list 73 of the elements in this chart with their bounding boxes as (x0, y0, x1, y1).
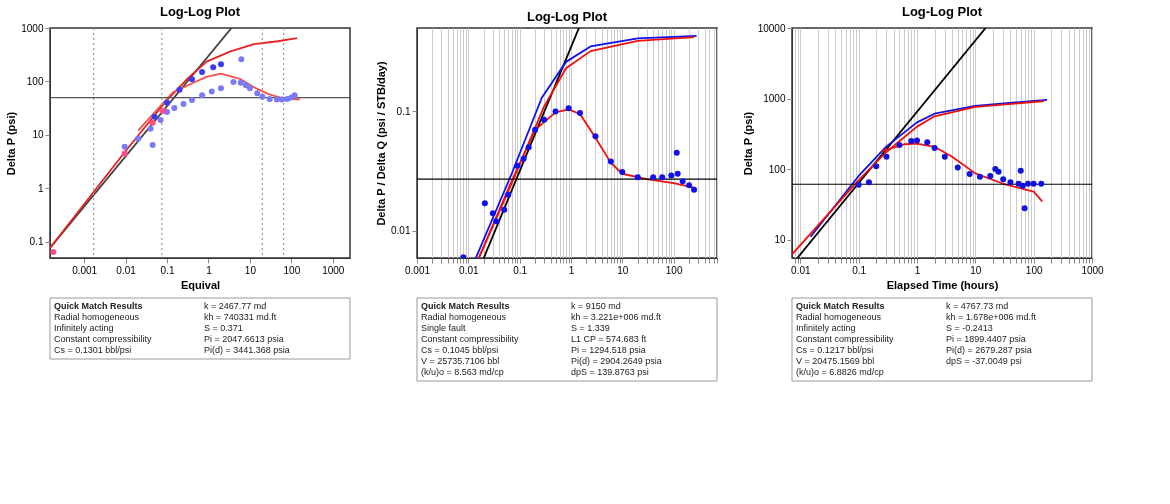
text: V = 25735.7106 bbl (421, 356, 500, 366)
text: Quick Match Results (54, 301, 143, 311)
text: (k/u)o = 6.8826 md/cp (796, 367, 884, 377)
text: k = 2467.77 md (204, 301, 267, 311)
x-tick-label: 100 (665, 264, 683, 276)
x-tick-label: 1 (914, 264, 921, 276)
text: L1 CP = 574.683 ft (571, 334, 647, 344)
text: Single fault (421, 323, 467, 333)
text: k = 9150 md (571, 301, 621, 311)
text: kh = 3.221e+006 md.ft (571, 312, 662, 322)
text: Infinitely acting (796, 323, 856, 333)
chart-title: Log-Log Plot (901, 4, 983, 19)
text: V = 20475.1569 bbl (796, 356, 875, 366)
x-tick-label: 0.1 (160, 264, 175, 276)
text: Pi = 1899.4407 psia (946, 334, 1026, 344)
x-tick-label: 1 (568, 264, 575, 276)
x-tick-label: 10 (617, 264, 629, 276)
text: Pi = 1294.518 psia (571, 345, 646, 355)
text: Pi = 2047.6613 psia (204, 334, 284, 344)
text: Radial homogeneous (54, 312, 140, 322)
x-tick-label: 0.01 (459, 264, 479, 276)
x-tick-label: 10 (244, 264, 257, 276)
text: Radial homogeneous (796, 312, 882, 322)
x-axis-title: Elapsed Time (hours) (886, 278, 999, 291)
x-tick-label: 0.1 (852, 264, 867, 276)
x-tick-label: 0.001 (404, 264, 431, 276)
y-tick-label: 1000 (763, 93, 786, 105)
y-tick-label: 100 (768, 163, 786, 175)
y-tick-label: 10 (774, 234, 786, 246)
y-tick-label: 10000 (757, 22, 786, 34)
text: kh = 1.678e+006 md.ft (946, 312, 1037, 322)
chart-title: Log-Log Plot (526, 9, 608, 24)
text: dpS = -37.0049 psi (946, 356, 1022, 366)
y-axis-title: Delta P (psi) (5, 111, 18, 176)
x-axis-title: Equival (180, 278, 221, 291)
text: Radial homogeneous (421, 312, 507, 322)
text: k = 4767.73 md (946, 301, 1009, 311)
text: Constant compressibility (421, 334, 520, 344)
x-tick-label: 0.01 (791, 264, 811, 276)
text: Constant compressibility (54, 334, 153, 344)
x-tick-label: 100 (283, 264, 301, 276)
x-tick-label: 1000 (1081, 264, 1105, 276)
chart-title: Log-Log Plot (159, 4, 241, 19)
y-tick-label: 100 (26, 75, 44, 87)
text: Infinitely acting (54, 323, 114, 333)
x-tick-label: 0.001 (72, 264, 98, 276)
y-axis-title: Delta P / Delta Q (psi / STB/day) (375, 61, 388, 226)
text: S = 1.339 (571, 323, 610, 333)
text: Cs = 0.1301 bbl/psi (54, 345, 132, 355)
text: Quick Match Results (796, 301, 885, 311)
text: kh = 740331 md.ft (204, 312, 277, 322)
x-tick-label: 0.01 (116, 264, 137, 276)
y-tick-label: 10 (32, 129, 44, 141)
x-tick-label: 1000 (322, 264, 345, 276)
text: (k/u)o = 8.563 md/cp (421, 367, 504, 377)
x-tick-label: 1 (206, 264, 213, 276)
text: Pi(d) = 3441.368 psia (204, 345, 290, 355)
text: Cs = 0.1045 bbl/psi (421, 345, 499, 355)
text: Quick Match Results (421, 301, 510, 311)
y-tick-label: 1 (37, 182, 44, 194)
text: dpS = 139.8763 psi (571, 367, 649, 377)
text: S = 0.371 (204, 323, 243, 333)
text: Constant compressibility (796, 334, 895, 344)
text: Pi(d) = 2904.2649 psia (571, 356, 662, 366)
x-tick-label: 10 (970, 264, 982, 276)
y-tick-label: 1000 (21, 22, 44, 34)
x-tick-label: 100 (1025, 264, 1043, 276)
text: S = -0.2413 (946, 323, 993, 333)
y-tick-label: 0.1 (29, 236, 44, 248)
text: Pi(d) = 2679.287 psia (946, 345, 1032, 355)
text: Cs = 0.1217 bbl/psi (796, 345, 874, 355)
y-axis-title: Delta P (psi) (741, 111, 754, 176)
x-tick-label: 0.1 (513, 264, 528, 276)
